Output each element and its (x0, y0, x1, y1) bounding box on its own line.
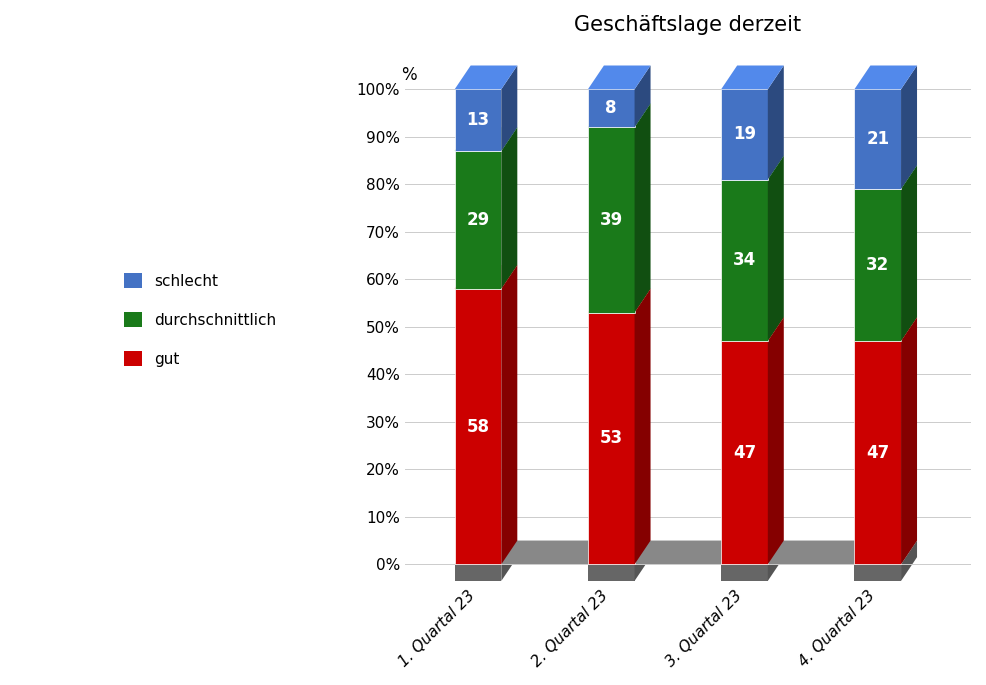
Polygon shape (635, 289, 651, 564)
Polygon shape (455, 151, 501, 289)
Polygon shape (588, 66, 651, 89)
Polygon shape (501, 127, 518, 289)
Text: 32: 32 (866, 256, 889, 274)
Text: 19: 19 (733, 125, 756, 143)
Polygon shape (768, 66, 784, 179)
Title: Geschäftslage derzeit: Geschäftslage derzeit (574, 15, 802, 35)
Polygon shape (855, 189, 901, 341)
Polygon shape (721, 179, 768, 341)
Text: 34: 34 (733, 251, 756, 269)
Text: 21: 21 (866, 130, 889, 148)
Polygon shape (901, 540, 917, 581)
Polygon shape (855, 317, 917, 341)
Polygon shape (455, 66, 518, 89)
Polygon shape (501, 540, 518, 581)
Polygon shape (855, 89, 901, 189)
Polygon shape (455, 540, 917, 564)
Text: %: % (401, 66, 416, 84)
Polygon shape (901, 66, 917, 189)
Polygon shape (855, 341, 901, 564)
Polygon shape (855, 66, 917, 89)
Polygon shape (455, 265, 518, 289)
Polygon shape (768, 155, 784, 341)
Polygon shape (455, 127, 518, 151)
Polygon shape (721, 341, 768, 564)
Polygon shape (721, 66, 784, 89)
Polygon shape (635, 66, 651, 127)
Polygon shape (901, 317, 917, 564)
Polygon shape (588, 89, 635, 127)
Polygon shape (588, 289, 651, 312)
Polygon shape (455, 89, 501, 151)
Text: 47: 47 (733, 444, 756, 462)
Polygon shape (721, 564, 768, 581)
Polygon shape (588, 312, 635, 564)
Text: 29: 29 (466, 211, 490, 229)
Polygon shape (855, 165, 917, 189)
Polygon shape (768, 540, 784, 581)
Text: 8: 8 (605, 99, 617, 117)
Text: 53: 53 (599, 429, 623, 447)
Text: 58: 58 (466, 418, 489, 436)
Polygon shape (501, 265, 518, 564)
Polygon shape (721, 155, 784, 179)
Polygon shape (635, 540, 651, 581)
Polygon shape (501, 66, 518, 151)
Text: 47: 47 (866, 444, 889, 462)
Polygon shape (855, 564, 901, 581)
Polygon shape (588, 127, 635, 312)
Polygon shape (635, 103, 651, 312)
Polygon shape (455, 289, 501, 564)
Text: 39: 39 (599, 211, 623, 229)
Text: 13: 13 (466, 111, 490, 129)
Polygon shape (721, 89, 768, 179)
Polygon shape (588, 564, 635, 581)
Polygon shape (768, 317, 784, 564)
Polygon shape (455, 564, 501, 581)
Polygon shape (588, 103, 651, 127)
Polygon shape (721, 317, 784, 341)
Legend: schlecht, durchschnittlich, gut: schlecht, durchschnittlich, gut (118, 266, 283, 373)
Polygon shape (901, 165, 917, 341)
